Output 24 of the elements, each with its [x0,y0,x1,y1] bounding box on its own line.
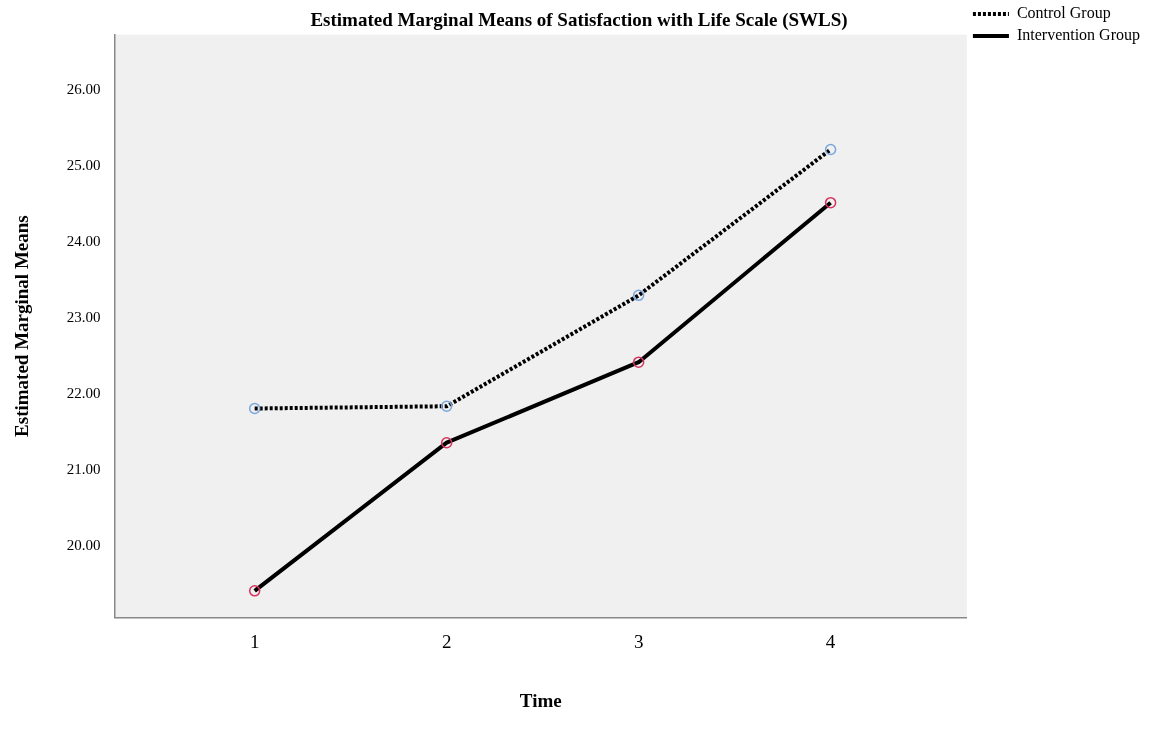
y-tick-label: 20.00 [66,536,101,553]
point [824,143,837,156]
x-tick-label: 1 [249,630,260,652]
y-tick-label: 26.00 [66,81,101,98]
y-tick-label: 23.00 [66,309,101,326]
y-axis-title: Estimated Marginal Means [11,215,33,437]
point [632,356,645,368]
point [248,585,261,597]
x-tick-label: 2 [441,630,452,652]
x-tick-label: 4 [825,630,836,652]
x-tick-label: 3 [633,630,644,652]
point [824,196,837,209]
y-tick-label: 21.00 [66,460,101,477]
point [248,402,261,415]
legend-label: Control Group [1016,4,1111,23]
y-tick-label: 22.00 [66,385,101,402]
y-tick-label: 24.00 [66,233,101,250]
point [632,289,645,302]
point [440,400,453,412]
point [440,436,453,449]
x-axis-title: Time [519,689,562,711]
chart-title: Estimated Marginal Means of Satisfaction with Life Scale (SWLS) [310,9,848,32]
legend-label: Intervention Group [1016,26,1140,45]
y-tick-label: 25.00 [66,157,101,174]
